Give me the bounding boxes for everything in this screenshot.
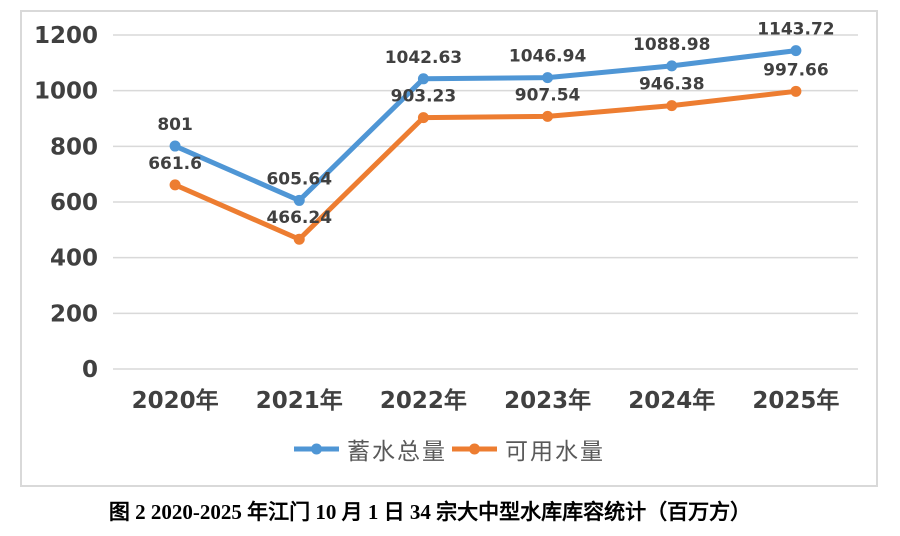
y-axis-tick-label: 1200 bbox=[34, 23, 98, 49]
legend-item-total-storage: 蓄水总量 bbox=[293, 432, 447, 466]
data-point-label: 1042.63 bbox=[385, 48, 462, 68]
data-point-marker bbox=[542, 110, 554, 122]
data-point-marker bbox=[790, 85, 802, 97]
data-point-marker bbox=[293, 194, 305, 206]
data-point-label: 1143.72 bbox=[757, 20, 834, 40]
data-point-label: 903.23 bbox=[391, 87, 457, 107]
data-point-marker bbox=[417, 73, 429, 85]
legend-line-marker-icon bbox=[294, 443, 339, 455]
data-point-label: 466.24 bbox=[266, 208, 332, 228]
data-point-marker bbox=[666, 100, 678, 112]
data-point-label: 661.6 bbox=[148, 154, 202, 174]
y-axis-tick-label: 800 bbox=[50, 134, 98, 160]
data-point-label: 605.64 bbox=[266, 169, 332, 189]
data-point-marker bbox=[169, 140, 181, 152]
series-line-0 bbox=[172, 48, 799, 203]
x-axis-label: 2020年 bbox=[132, 387, 219, 414]
y-axis-tick-label: 0 bbox=[82, 357, 98, 383]
y-axis-tick-label: 200 bbox=[50, 301, 98, 327]
data-point-label: 1088.98 bbox=[633, 35, 710, 55]
x-axis-label: 2021年 bbox=[256, 387, 343, 414]
data-point-label: 997.66 bbox=[763, 60, 829, 80]
legend-label-total-storage: 蓄水总量 bbox=[347, 439, 447, 464]
chart-container: 0 200 400 600 800 1000 1200 2020年 2021年 2022年 2023… bbox=[20, 10, 878, 487]
figure-caption: 图 2 2020-2025 年江门 10 月 1 日 34 宗大中型水库库容统计… bbox=[108, 500, 752, 524]
legend-line-marker-icon bbox=[452, 443, 497, 455]
data-point-marker bbox=[790, 45, 802, 57]
x-axis-label: 2022年 bbox=[380, 387, 467, 414]
x-axis-label: 2023年 bbox=[504, 387, 591, 414]
x-axis-label: 2025年 bbox=[752, 387, 839, 414]
data-point-marker bbox=[293, 233, 305, 245]
legend-item-available-water: 可用水量 bbox=[451, 432, 605, 466]
y-axis-tick-label: 1000 bbox=[34, 79, 98, 105]
data-point-marker bbox=[417, 112, 429, 124]
data-point-label: 1046.94 bbox=[509, 47, 587, 67]
data-point-label: 801 bbox=[157, 115, 193, 135]
data-point-marker bbox=[666, 60, 678, 72]
x-axis-label: 2024年 bbox=[628, 387, 715, 414]
data-point-marker bbox=[542, 72, 554, 84]
y-axis-tick-label: 600 bbox=[50, 190, 98, 216]
series-line-1 bbox=[172, 88, 799, 242]
y-axis-tick-label: 400 bbox=[50, 246, 98, 272]
chart-legend: 蓄水总量 可用水量 bbox=[293, 432, 605, 466]
data-point-label: 946.38 bbox=[639, 75, 705, 95]
legend-label-available-water: 可用水量 bbox=[505, 439, 605, 464]
line-chart: 0 200 400 600 800 1000 1200 2020年 2021年 2022年 2023… bbox=[34, 20, 858, 414]
data-point-marker bbox=[169, 179, 181, 191]
data-point-label: 907.54 bbox=[515, 85, 581, 105]
